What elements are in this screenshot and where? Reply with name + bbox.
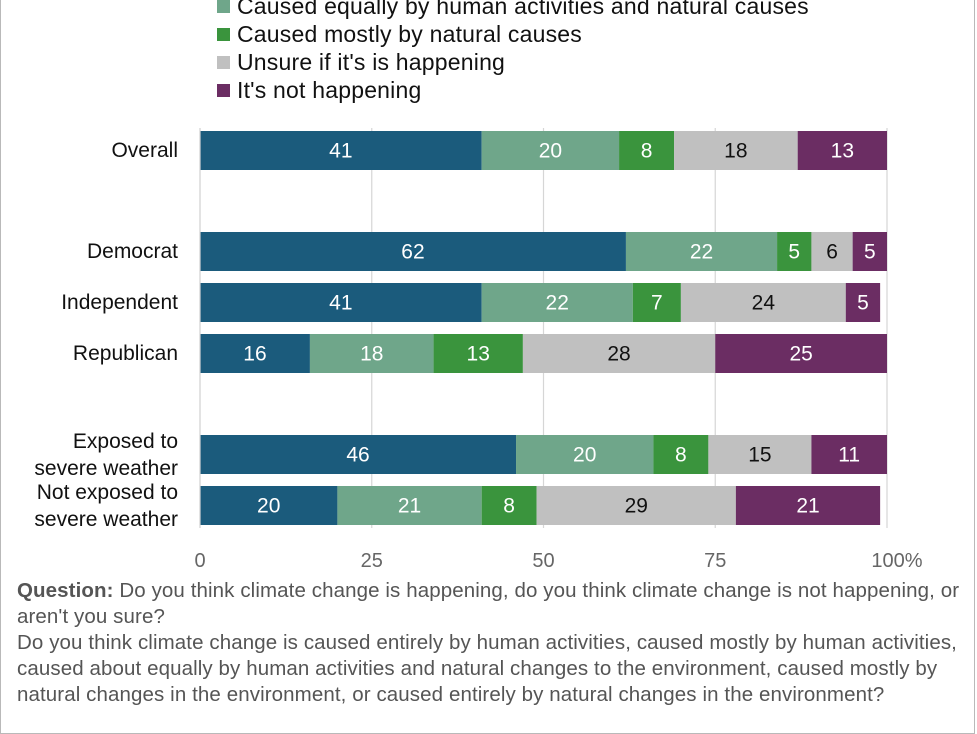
bar-segment	[845, 283, 881, 322]
legend-swatch	[217, 55, 230, 69]
bar-segment	[309, 334, 434, 373]
data-label: 28	[607, 343, 630, 366]
bar-segment	[200, 486, 338, 525]
chart-legend: Caused equally by human activities and n…	[217, 0, 809, 104]
question-label: Question:	[17, 579, 114, 602]
data-label: 13	[467, 343, 490, 366]
legend-label: Caused equally by human activities and n…	[237, 0, 809, 19]
data-label: 8	[675, 444, 687, 467]
x-tick-label: 75	[704, 550, 726, 572]
category-label: Independent	[61, 291, 178, 314]
bar-segment	[200, 232, 626, 271]
data-label: 8	[503, 495, 515, 518]
bar-segment	[625, 232, 778, 271]
x-tick-label: 0	[194, 550, 205, 572]
legend-item: Unsure if it's is happening	[217, 48, 809, 76]
data-label: 7	[651, 292, 663, 315]
bar-segment	[619, 131, 675, 170]
bar-segment	[777, 232, 812, 271]
data-label: 8	[641, 140, 653, 163]
data-label: 62	[401, 241, 424, 264]
data-label: 13	[831, 140, 854, 163]
data-label: 21	[796, 495, 819, 518]
legend-label: It's not happening	[237, 76, 422, 103]
question-text: Do you think climate change is happening…	[17, 579, 960, 628]
bar-segment	[522, 334, 716, 373]
bar-segment	[811, 435, 887, 474]
stacked-bar-chart: 41 20 8 18 13 Overall 62 22 5 6 5 Democrat 41 22 7 24 5 I…	[34, 128, 923, 572]
bar-segment	[481, 131, 620, 170]
data-label: 22	[546, 292, 569, 315]
legend-item: Caused mostly by natural causes	[217, 20, 809, 48]
bar-segment	[674, 131, 798, 170]
bar-segment	[481, 283, 633, 322]
data-label: 18	[724, 140, 747, 163]
data-label: 41	[329, 140, 352, 163]
bar-segment	[708, 435, 812, 474]
bar-segment	[433, 334, 523, 373]
question-text-second: Do you think climate change is caused en…	[17, 631, 957, 706]
bar-segment	[536, 486, 736, 525]
legend-item: Caused equally by human activities and n…	[217, 0, 809, 20]
category-label: severe weather	[34, 508, 178, 531]
data-label: 5	[857, 292, 869, 315]
footnote: Question: Do you think climate change is…	[17, 578, 962, 708]
data-label: 20	[539, 140, 562, 163]
legend-item: It's not happening	[217, 76, 809, 104]
category-label: Overall	[111, 139, 178, 162]
data-label: 18	[360, 343, 383, 366]
x-tick-label: 100%	[871, 550, 922, 572]
x-tick-label: 50	[532, 550, 554, 572]
category-label: severe weather	[34, 457, 178, 480]
bar-segment	[811, 232, 853, 271]
bar-segment	[200, 435, 517, 474]
data-label: 24	[752, 292, 776, 315]
data-label: 20	[573, 444, 596, 467]
legend-swatch	[217, 0, 230, 13]
category-label: Democrat	[87, 240, 178, 263]
bar-segment	[653, 435, 709, 474]
bar-segment	[797, 131, 887, 170]
data-label: 15	[748, 444, 771, 467]
data-label: 5	[864, 241, 876, 264]
legend-label: Caused mostly by natural causes	[237, 20, 582, 47]
data-label: 25	[789, 343, 812, 366]
data-label: 22	[690, 241, 713, 264]
data-label: 21	[398, 495, 421, 518]
data-label: 11	[838, 444, 860, 467]
data-label: 46	[346, 444, 369, 467]
data-label: 20	[257, 495, 280, 518]
bar-segment	[680, 283, 846, 322]
bar-segment	[200, 131, 482, 170]
category-label: Not exposed to	[37, 481, 178, 504]
category-label: Republican	[73, 342, 178, 365]
data-label: 29	[625, 495, 648, 518]
category-label: Exposed to	[73, 430, 178, 453]
bar-segment	[516, 435, 654, 474]
bar-segment	[715, 334, 887, 373]
data-label: 6	[826, 241, 838, 264]
bar-segment	[481, 486, 537, 525]
bar-segment	[632, 283, 681, 322]
legend-swatch	[217, 83, 230, 97]
bar-segment	[852, 232, 887, 271]
legend-label: Unsure if it's is happening	[237, 48, 506, 75]
legend-swatch	[217, 27, 230, 41]
bar-segment	[200, 334, 310, 373]
bar-segment	[200, 283, 482, 322]
bar-segment	[337, 486, 482, 525]
bar-segment	[735, 486, 881, 525]
data-label: 5	[788, 241, 800, 264]
data-label: 41	[329, 292, 352, 315]
data-label: 16	[243, 343, 266, 366]
x-tick-label: 25	[361, 550, 383, 572]
